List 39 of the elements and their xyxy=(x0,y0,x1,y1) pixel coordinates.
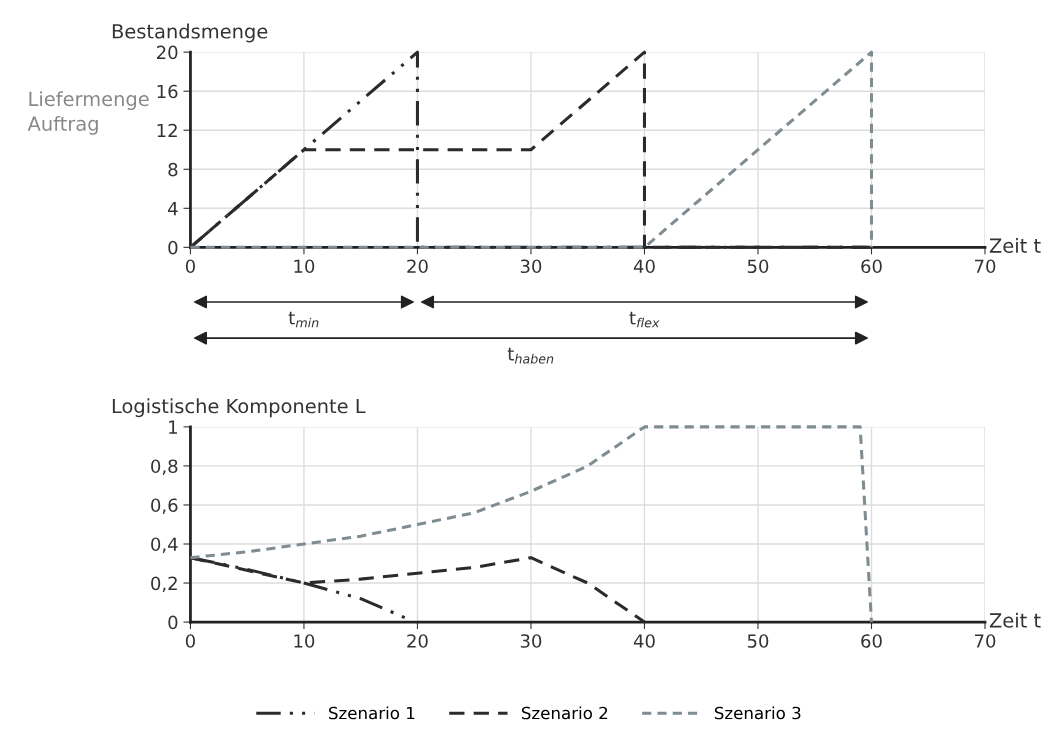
y-tick-label: 0 xyxy=(168,615,178,630)
y-tick-label: 0,4 xyxy=(151,537,178,553)
x-tick-label: 40 xyxy=(633,634,655,648)
x-tick-label: 0 xyxy=(185,259,195,274)
x-tick-label: 50 xyxy=(747,259,769,274)
x-axis-title: Zeit t xyxy=(989,612,1041,628)
x-tick-label: 70 xyxy=(974,634,996,648)
y-tick-label: 0,8 xyxy=(151,459,178,475)
y-tick-label: 1 xyxy=(169,420,177,434)
legend-label: Szenario 3 xyxy=(714,706,801,720)
x-tick-label: 30 xyxy=(520,259,542,274)
x-tick-label: 60 xyxy=(861,634,882,648)
text: Liefermenge Auftrag xyxy=(27,91,149,135)
y-tick-label: 4 xyxy=(168,202,178,216)
y-tick-label: 0 xyxy=(168,240,178,255)
x-tick-label: 0 xyxy=(185,634,195,648)
text: t$_{min}$ xyxy=(288,311,319,328)
y-axis-title: Logistische Komponente L xyxy=(112,398,366,418)
y-tick-label: 0,6 xyxy=(151,498,178,514)
y-axis-title: Bestandsmenge xyxy=(112,23,268,43)
y-tick-label: 16 xyxy=(157,84,178,99)
x-tick-label: 50 xyxy=(747,634,769,648)
y-tick-label: 12 xyxy=(157,123,177,138)
y-tick-label: 0,2 xyxy=(151,576,177,592)
text: t$_{flex}$ xyxy=(629,311,660,328)
y-tick-label: 8 xyxy=(168,162,178,177)
legend-label: Szenario 1 xyxy=(329,706,415,720)
x-tick-label: 40 xyxy=(633,259,655,274)
y-tick-label: 20 xyxy=(156,45,178,60)
legend-label: Szenario 2 xyxy=(521,706,608,720)
x-tick-label: 70 xyxy=(974,259,996,274)
x-tick-label: 60 xyxy=(861,259,882,274)
x-axis-title: Zeit t xyxy=(989,237,1041,253)
x-tick-label: 10 xyxy=(294,259,315,274)
x-tick-label: 20 xyxy=(407,259,428,274)
text: t$_{haben}$ xyxy=(507,347,554,364)
x-tick-label: 30 xyxy=(520,634,542,648)
x-tick-label: 20 xyxy=(407,634,428,648)
x-tick-label: 10 xyxy=(294,634,315,648)
